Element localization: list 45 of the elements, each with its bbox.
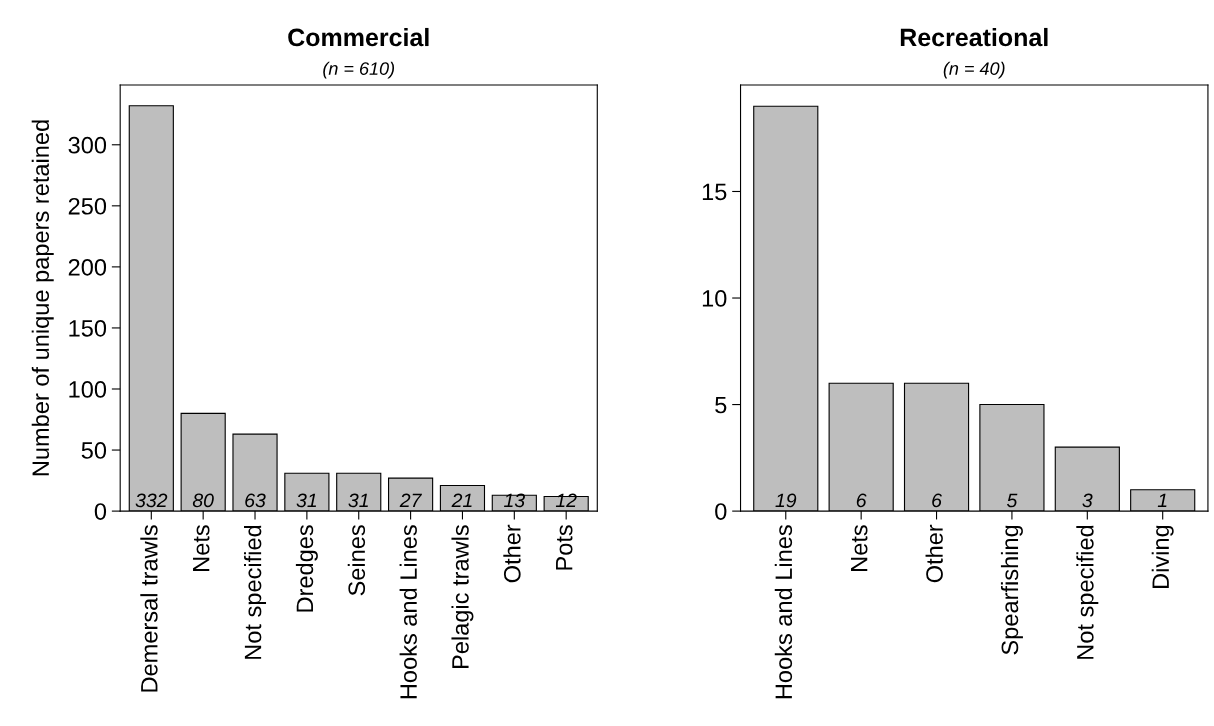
y-tick-label: 15 bbox=[702, 183, 727, 201]
y-tick-label: 10 bbox=[702, 290, 727, 307]
y-tick-label: 5 bbox=[715, 396, 727, 414]
x-tick-label: Other bbox=[925, 524, 943, 583]
data-label: 21 bbox=[451, 493, 472, 508]
x-tick-label: Nets bbox=[851, 525, 868, 571]
chart-title: Commercial bbox=[288, 27, 429, 47]
chart-title: Recreational bbox=[900, 27, 1048, 47]
data-label: 80 bbox=[192, 493, 214, 508]
chart-subtitle: (n = 610) bbox=[323, 61, 395, 79]
y-tick-label: 300 bbox=[68, 136, 107, 154]
x-tick-label: Not specified bbox=[1076, 525, 1099, 659]
y-axis-title: Number of unique papers retained bbox=[31, 120, 54, 476]
y-tick-label: 100 bbox=[69, 381, 107, 398]
data-label: 5 bbox=[1006, 493, 1018, 508]
x-tick-label: Seines bbox=[347, 525, 366, 596]
x-tick-label: Dredges bbox=[295, 525, 318, 612]
x-tick-label: Other bbox=[503, 524, 521, 583]
data-label: 6 bbox=[856, 493, 867, 508]
y-tick-label: 250 bbox=[68, 197, 107, 215]
y-tick-label: 50 bbox=[81, 442, 107, 459]
x-tick-label: Diving bbox=[1151, 525, 1174, 588]
x-tick-label: Hooks and Lines bbox=[399, 525, 417, 699]
data-label: 19 bbox=[775, 493, 797, 508]
x-tick-label: Not specified bbox=[244, 525, 267, 659]
data-label: 1 bbox=[1157, 493, 1167, 508]
x-tick-label: Demersal trawls bbox=[140, 525, 158, 692]
data-label: 31 bbox=[296, 493, 317, 508]
y-tick-label: 0 bbox=[94, 503, 107, 520]
data-label: 13 bbox=[504, 493, 525, 508]
y-tick-label: 200 bbox=[68, 258, 107, 276]
x-tick-label: Pelagic trawls bbox=[451, 525, 474, 669]
chart-subtitle: (n = 40) bbox=[943, 61, 1005, 79]
x-tick-label: Hooks and Lines bbox=[774, 525, 793, 699]
data-label: 6 bbox=[932, 493, 942, 508]
data-label: 31 bbox=[348, 493, 368, 508]
data-label: 332 bbox=[135, 493, 168, 508]
y-tick-label: 0 bbox=[715, 503, 727, 520]
data-label: 3 bbox=[1082, 493, 1093, 508]
x-tick-label: Spearfishing bbox=[1000, 525, 1023, 655]
data-label: 63 bbox=[245, 493, 266, 508]
x-tick-label: Pots bbox=[556, 525, 573, 570]
x-tick-label: Nets bbox=[193, 525, 210, 571]
y-tick-label: 150 bbox=[69, 320, 107, 337]
data-label: 27 bbox=[399, 493, 423, 508]
